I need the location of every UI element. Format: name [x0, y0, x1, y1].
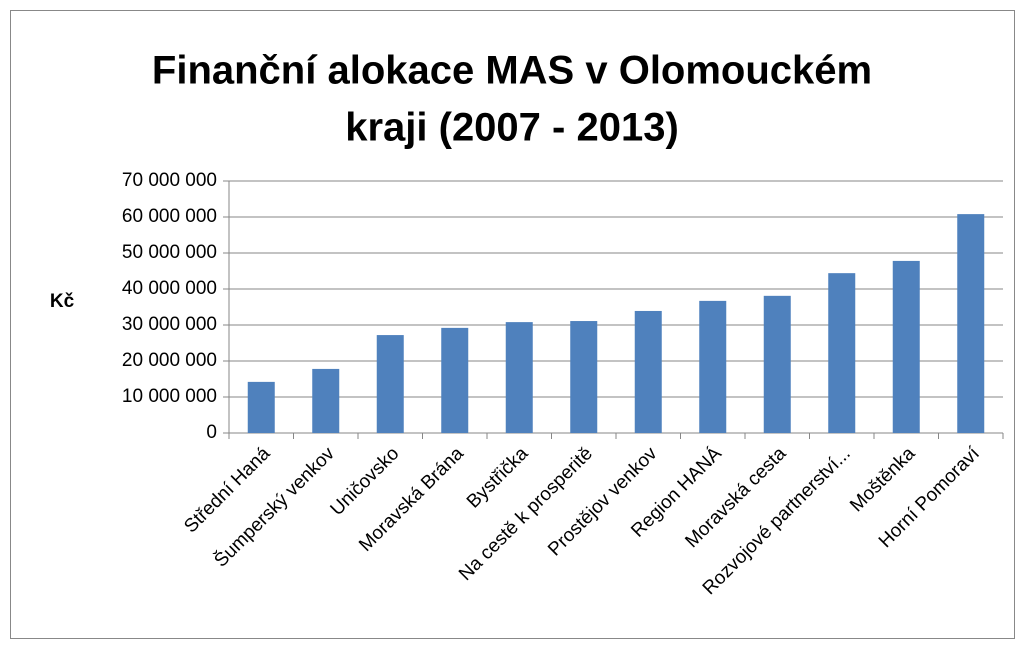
bar: [892, 260, 920, 433]
chart-title: kraji (2007 - 2013): [345, 106, 679, 150]
y-tick-label: 0: [206, 422, 217, 443]
bar: [634, 310, 662, 433]
bar: [957, 214, 985, 433]
bar: [247, 381, 275, 433]
bar: [763, 295, 791, 433]
y-axis-label: Kč: [50, 291, 75, 312]
y-tick-label: 50 000 000: [122, 242, 217, 263]
y-tick-label: 70 000 000: [122, 170, 217, 191]
y-tick-label: 30 000 000: [122, 314, 217, 335]
bar: [312, 368, 340, 433]
bar: [828, 273, 856, 433]
y-tick-label: 10 000 000: [122, 386, 217, 407]
bar: [441, 327, 469, 433]
bar: [570, 321, 598, 433]
chart-title: Finanční alokace MAS v Olomouckém: [152, 49, 872, 93]
y-tick-label: 60 000 000: [122, 206, 217, 227]
y-tick-label: 20 000 000: [122, 350, 217, 371]
bar: [376, 335, 404, 433]
bar: [505, 322, 533, 433]
y-tick-label: 40 000 000: [122, 278, 217, 299]
bar: [699, 300, 727, 433]
